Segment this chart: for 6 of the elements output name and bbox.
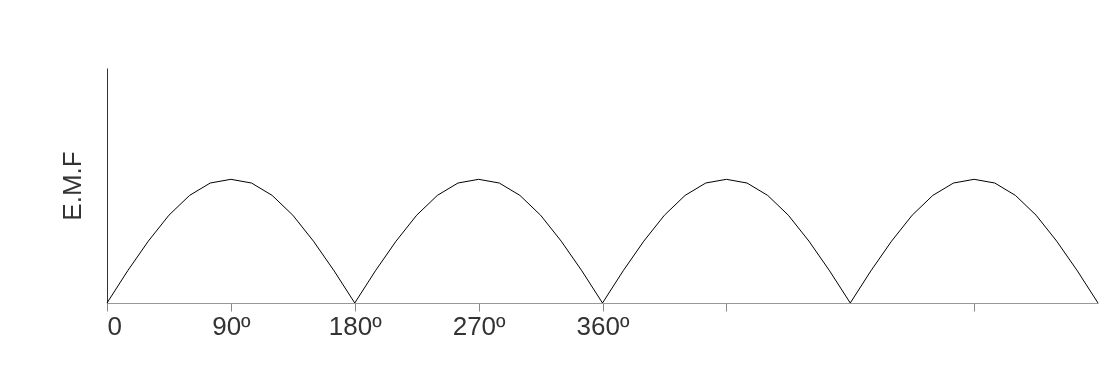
x-tick-label: 0 [107, 310, 122, 341]
x-tick-label: 180º [328, 310, 383, 341]
y-axis-title: E.M.F [56, 151, 87, 221]
x-tick-label: 90º [212, 310, 252, 341]
x-tick-label: 360º [576, 310, 630, 341]
x-tick-label: 270º [452, 310, 507, 341]
